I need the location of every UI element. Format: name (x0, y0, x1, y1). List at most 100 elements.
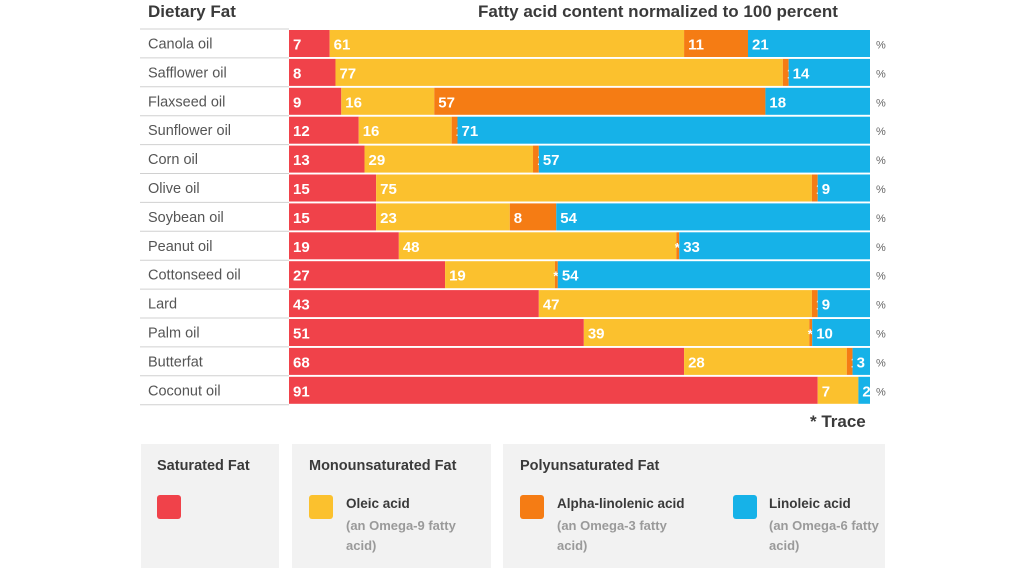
category-label-flaxseed-oil: Flaxseed oil (148, 94, 225, 110)
bar-safflower-oil-linoleic-acid (788, 58, 870, 86)
data-label-palm-oil-saturated-fat: 51 (293, 325, 310, 342)
bar-butterfat-linoleic-acid (852, 347, 870, 375)
legend-monounsaturated: Monounsaturated Fat Oleic acid (an Omega… (292, 444, 491, 568)
category-label-butterfat: Butterfat (148, 354, 203, 370)
bar-lard-alpha-linolenic-acid (811, 290, 818, 318)
bar-safflower-oil-oleic-acid (335, 58, 783, 86)
bar-butterfat-saturated-fat (289, 347, 685, 375)
data-label-olive-oil-linoleic-acid: 9 (822, 181, 830, 198)
chart-title-left: Dietary Fat (148, 2, 236, 21)
legend-poly-title: Polyunsaturated Fat (520, 458, 660, 474)
trace-footnote: * Trace (810, 412, 866, 431)
bar-cottonseed-oil-alpha-linolenic-acid (554, 261, 558, 289)
data-label-canola-oil-saturated-fat: 7 (293, 36, 301, 53)
chart-title-right: Fatty acid content normalized to 100 per… (478, 2, 838, 21)
percent-suffix: % (876, 213, 886, 225)
percent-suffix: % (876, 271, 886, 283)
data-label-peanut-oil-alpha-linolenic-acid: * (675, 240, 681, 255)
bar-olive-oil-linoleic-acid (817, 174, 870, 202)
data-label-corn-oil-oleic-acid: 29 (369, 152, 386, 169)
data-label-sunflower-oil-linoleic-acid: 71 (461, 123, 478, 140)
bar-olive-oil-alpha-linolenic-acid (811, 174, 818, 202)
data-label-cottonseed-oil-alpha-linolenic-acid: * (553, 269, 559, 284)
bar-peanut-oil-alpha-linolenic-acid (676, 232, 680, 260)
data-label-palm-oil-oleic-acid: 39 (588, 325, 605, 342)
data-label-lard-oleic-acid: 47 (543, 297, 560, 314)
bar-peanut-oil-linoleic-acid (679, 232, 870, 260)
percent-suffix: % (876, 184, 886, 196)
bar-cottonseed-oil-saturated-fat (289, 261, 446, 289)
data-label-flaxseed-oil-linoleic-acid: 18 (769, 94, 786, 111)
ala-label: Alpha-linolenic acid (557, 496, 685, 511)
saturated-swatch (157, 495, 181, 519)
bar-flaxseed-oil-oleic-acid (341, 87, 435, 115)
data-label-flaxseed-oil-alpha-linolenic-acid: 57 (438, 94, 455, 111)
data-label-flaxseed-oil-saturated-fat: 9 (293, 94, 301, 111)
percent-suffix: % (876, 126, 886, 138)
bar-olive-oil-oleic-acid (376, 174, 812, 202)
bar-canola-oil-oleic-acid (329, 30, 685, 57)
bar-cottonseed-oil-linoleic-acid (557, 261, 870, 289)
oleic-note: (an Omega-9 fatty acid) (346, 518, 456, 553)
data-label-palm-oil-linoleic-acid: 10 (816, 325, 833, 342)
data-label-peanut-oil-saturated-fat: 19 (293, 239, 310, 256)
bar-corn-oil-saturated-fat (289, 145, 365, 173)
bar-flaxseed-oil-saturated-fat (289, 87, 342, 115)
bar-coconut-oil-linoleic-acid (858, 376, 870, 404)
data-label-peanut-oil-linoleic-acid: 33 (683, 239, 700, 256)
category-label-lard: Lard (148, 297, 177, 313)
data-label-palm-oil-alpha-linolenic-acid: * (808, 326, 814, 341)
percent-suffix: % (876, 300, 886, 312)
category-label-cottonseed-oil: Cottonseed oil (148, 268, 241, 284)
data-label-lard-saturated-fat: 43 (293, 297, 310, 314)
data-label-safflower-oil-linoleic-acid: 14 (793, 65, 810, 82)
data-label-canola-oil-linoleic-acid: 21 (752, 36, 769, 53)
linoleic-label: Linoleic acid (769, 496, 851, 511)
data-label-lard-linoleic-acid: 9 (822, 297, 830, 314)
bar-lard-saturated-fat (289, 290, 539, 318)
bar-coconut-oil-saturated-fat (289, 376, 818, 404)
legend-saturated-title: Saturated Fat (157, 458, 250, 474)
data-label-coconut-oil-oleic-acid: 7 (822, 383, 830, 400)
bar-coconut-oil-oleic-acid (817, 376, 859, 404)
data-label-safflower-oil-saturated-fat: 8 (293, 65, 301, 82)
bar-soybean-oil-oleic-acid (376, 203, 510, 231)
percent-suffix: % (876, 68, 886, 80)
category-label-peanut-oil: Peanut oil (148, 239, 213, 255)
bar-butterfat-alpha-linolenic-acid (846, 347, 853, 375)
bar-corn-oil-oleic-acid (364, 145, 534, 173)
data-label-olive-oil-saturated-fat: 15 (293, 181, 310, 198)
bar-olive-oil-saturated-fat (289, 174, 377, 202)
bar-palm-oil-linoleic-acid (812, 319, 870, 346)
data-label-corn-oil-linoleic-acid: 57 (543, 152, 560, 169)
bar-corn-oil-linoleic-acid (538, 145, 870, 173)
bar-palm-oil-saturated-fat (289, 319, 584, 346)
data-label-butterfat-linoleic-acid: 3 (857, 354, 865, 371)
bar-palm-oil-alpha-linolenic-acid (809, 319, 813, 346)
bar-canola-oil-alpha-linolenic-acid (684, 30, 748, 57)
category-label-coconut-oil: Coconut oil (148, 383, 221, 399)
data-label-flaxseed-oil-oleic-acid: 16 (345, 94, 362, 111)
bar-safflower-oil-alpha-linolenic-acid (782, 58, 789, 86)
data-label-soybean-oil-linoleic-acid: 54 (560, 210, 577, 227)
data-label-olive-oil-oleic-acid: 75 (380, 181, 397, 198)
data-label-butterfat-saturated-fat: 68 (293, 354, 310, 371)
category-label-corn-oil: Corn oil (148, 152, 198, 168)
data-label-butterfat-oleic-acid: 28 (688, 354, 705, 371)
bar-canola-oil-linoleic-acid (747, 30, 870, 57)
bar-lard-linoleic-acid (817, 290, 870, 318)
stacked-bar-plot: Canola oil 7 61 11 21% Safflower oil 8 7 71 14% Fl… (140, 28, 886, 406)
linoleic-swatch (733, 495, 757, 519)
bar-sunflower-oil-linoleic-acid (457, 116, 870, 144)
data-label-peanut-oil-oleic-acid: 48 (403, 239, 420, 256)
data-label-coconut-oil-linoleic-acid: 2 (862, 383, 870, 400)
bar-safflower-oil-saturated-fat (289, 58, 336, 86)
oleic-label: Oleic acid (346, 496, 410, 511)
category-label-olive-oil: Olive oil (148, 181, 200, 197)
data-label-soybean-oil-saturated-fat: 15 (293, 210, 310, 227)
data-label-canola-oil-oleic-acid: 61 (334, 36, 351, 53)
percent-suffix: % (876, 97, 886, 109)
percent-suffix: % (876, 155, 886, 167)
bar-soybean-oil-linoleic-acid (556, 203, 870, 231)
